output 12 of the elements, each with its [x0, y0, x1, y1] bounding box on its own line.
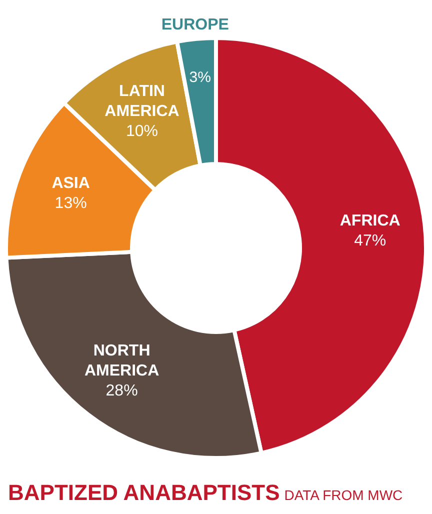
- slice-label: AFRICA: [340, 212, 401, 230]
- data-label: 47%: [354, 232, 386, 250]
- data-label: 3%: [189, 68, 211, 86]
- slice-label: LATIN AMERICA: [104, 83, 180, 120]
- data-label: 13%: [54, 195, 87, 212]
- data-label: 28%: [106, 382, 138, 400]
- data-label: 10%: [126, 123, 158, 140]
- slice-label: EUROPE: [161, 16, 230, 34]
- slice-label: ASIA: [52, 175, 90, 192]
- slice-label: NORTH AMERICA: [84, 342, 160, 380]
- text: DATA FROM MWC: [284, 487, 403, 503]
- text: BAPTIZED ANABAPTISTS: [8, 480, 280, 505]
